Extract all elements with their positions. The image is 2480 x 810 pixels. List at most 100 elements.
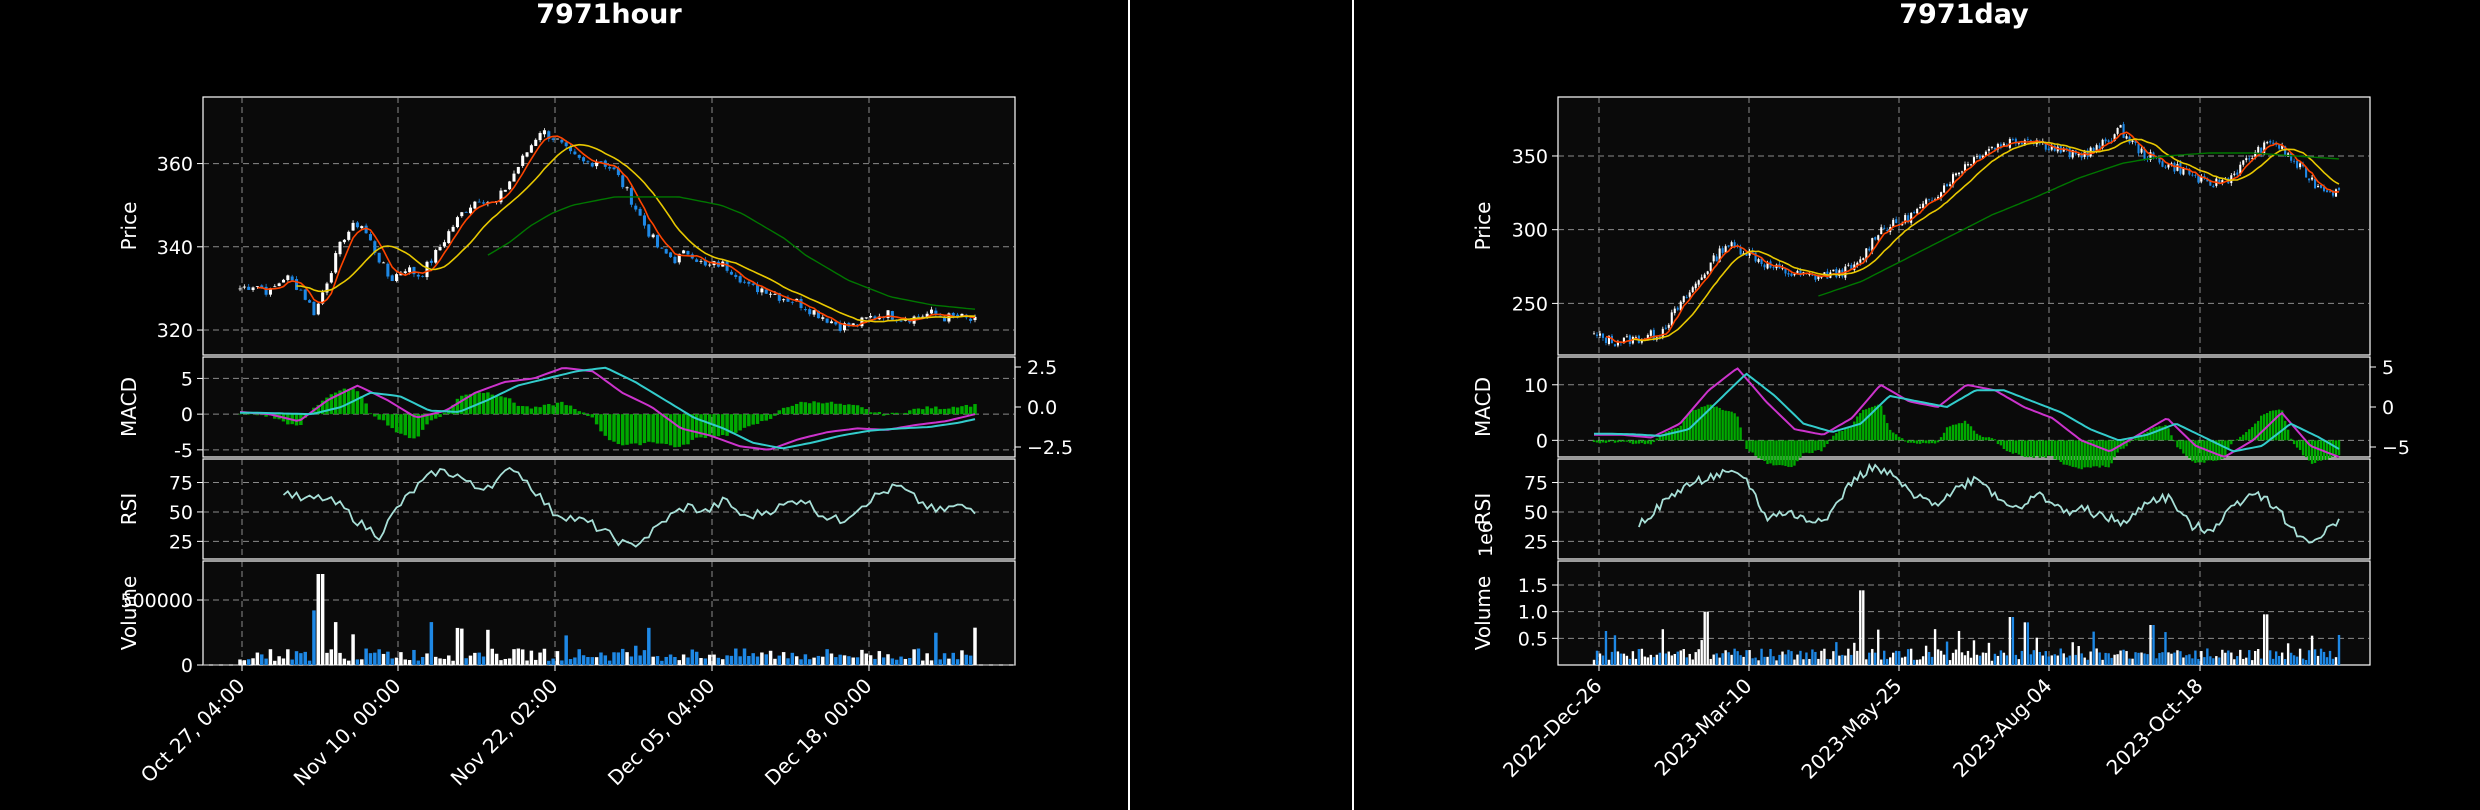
volume-bar <box>951 652 955 665</box>
figure-7971hour: 7971hour 320 340 360 Price -5 0 5 MACD 25 50 75 RSI 0… <box>0 0 1130 810</box>
volume-bar <box>916 648 921 665</box>
volume-bar <box>1906 649 1910 665</box>
volume-bar <box>607 660 612 665</box>
macd-histogram-bar <box>1685 415 1688 441</box>
macd-histogram-bar <box>894 412 899 415</box>
price-candle-body <box>1592 333 1596 335</box>
macd-histogram-bar <box>1993 439 1997 441</box>
volume-bar <box>2257 649 2260 665</box>
volume-bar <box>1927 652 1931 665</box>
price-candle-body <box>764 289 768 294</box>
price-candle-body <box>890 311 894 320</box>
volume-bar <box>2170 653 2173 665</box>
price-candle-body <box>255 286 259 287</box>
macd-histogram-bar <box>1990 438 1994 441</box>
macd-histogram-bar <box>1739 427 1742 441</box>
chart-7971hour: 7971hour 320 340 360 Price -5 0 5 MACD 25 50 75 RSI 0… <box>117 0 1073 791</box>
volume-bar <box>2185 655 2188 665</box>
price-candle-body <box>2337 188 2341 190</box>
volume-bar <box>1691 659 1694 665</box>
price-sma-long <box>487 196 976 310</box>
price-ylabel: Price <box>117 202 141 251</box>
macd-histogram-bar <box>1963 420 1967 441</box>
price-candle-body <box>260 285 264 288</box>
macd-histogram-bar <box>246 413 251 415</box>
volume-bar <box>1975 654 1979 665</box>
macd-histogram-bar <box>2322 440 2326 460</box>
volume-bar <box>1856 650 1859 665</box>
price-candle-body <box>499 190 503 203</box>
price-candle-body <box>2260 147 2263 155</box>
macd-histogram-bar <box>468 393 473 415</box>
volume-bar <box>394 657 399 665</box>
price-candle-body <box>808 309 812 315</box>
volume-bar <box>1700 640 1703 665</box>
price-ytick-label: 320 <box>157 320 193 342</box>
volume-bar <box>507 658 512 665</box>
volume-bar <box>568 658 573 665</box>
volume-bar <box>834 657 838 665</box>
macd-histogram-bar <box>460 395 464 415</box>
macd-histogram-bar <box>325 397 329 415</box>
x-tick-label: Dec 05, 04:00 <box>603 674 720 791</box>
x-tick-label: 2023-May-25 <box>1796 674 1906 784</box>
macd-histogram-bar <box>2197 440 2200 463</box>
macd-histogram-bar <box>2304 440 2308 458</box>
price-candle-body <box>1972 157 1976 165</box>
price-candle-body <box>590 162 594 167</box>
volume-bar <box>2104 652 2107 665</box>
volume-bar <box>2176 650 2179 665</box>
price-candle-body <box>751 283 755 285</box>
macd-histogram-bar <box>1933 440 1937 444</box>
volume-bar <box>2143 653 2146 665</box>
macd-histogram-bar <box>2286 429 2290 441</box>
volume-bar <box>842 655 847 665</box>
macd-histogram-bar <box>973 404 977 415</box>
volume-bar <box>1984 652 1988 665</box>
volume-bar <box>2050 655 2053 665</box>
volume-bar <box>1625 655 1629 665</box>
macd-histogram-bar <box>520 406 525 415</box>
macd-histogram-bar <box>2221 440 2224 460</box>
macd-histogram-bar <box>925 406 929 415</box>
macd-histogram-bar <box>1892 432 1895 441</box>
volume-bar <box>433 656 438 665</box>
price-candle-body <box>821 317 825 319</box>
macd-histogram-bar <box>821 403 825 415</box>
volume-bar <box>899 656 903 665</box>
chart-title: 7971day <box>1899 0 2029 30</box>
macd-histogram-bar <box>2131 440 2134 441</box>
macd-right-ytick-label: 0 <box>2382 397 2394 419</box>
macd-histogram-bar <box>2110 440 2113 464</box>
price-candle-body <box>429 260 433 263</box>
price-candle-body <box>1661 328 1664 338</box>
macd-histogram-bar <box>812 401 816 415</box>
price-candle-body <box>373 241 377 253</box>
price-candle-body <box>1937 196 1940 199</box>
macd-histogram-bar <box>1604 440 1608 443</box>
macd-histogram-bar <box>1727 411 1730 441</box>
macd-histogram-bar <box>2179 440 2182 450</box>
volume-bar <box>973 627 977 665</box>
volume-bar <box>2164 632 2167 665</box>
price-candle-body <box>2269 140 2272 143</box>
price-candle-body <box>2101 139 2104 148</box>
price-candle-body <box>303 289 307 300</box>
price-candle-body <box>799 298 803 309</box>
volume-bar <box>864 653 869 665</box>
macd-histogram-bar <box>2233 440 2236 441</box>
price-candle-body <box>2248 158 2251 160</box>
macd-histogram-bar <box>1781 440 1784 466</box>
macd-histogram-bar <box>2083 440 2086 468</box>
rsi-ytick-label: 75 <box>169 473 193 495</box>
macd-histogram-bar <box>538 407 542 415</box>
macd-histogram-bar <box>851 404 855 415</box>
price-candle-body <box>2113 134 2116 141</box>
price-candle-body <box>395 274 399 281</box>
volume-bar <box>2137 652 2140 665</box>
price-candle-body <box>1886 229 1889 231</box>
volume-bar <box>2158 653 2161 665</box>
macd-histogram-bar <box>842 404 847 415</box>
macd-histogram-bar <box>655 414 660 444</box>
macd-histogram-bar <box>2292 440 2296 445</box>
